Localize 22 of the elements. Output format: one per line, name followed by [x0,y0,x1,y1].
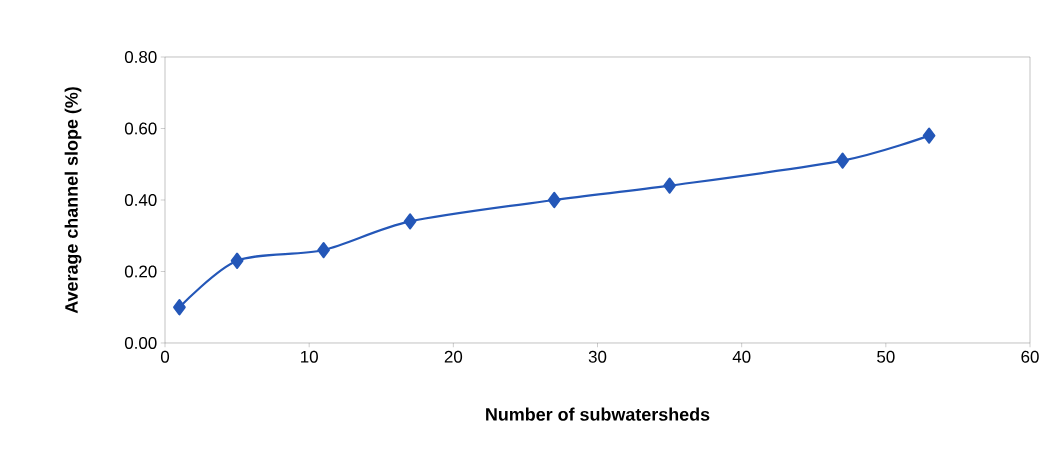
point [317,241,330,259]
x-tick-label: 30 [588,350,607,363]
x-tick-label: 50 [877,350,895,363]
y-tick-label: 0.80 [124,51,157,63]
point [836,152,849,169]
y-tick-label: 0.20 [124,265,157,278]
point [403,213,417,230]
y-tick-label: 0.60 [124,122,157,135]
y-tick-label: 0.00 [124,336,157,349]
x-tick-label: 0 [160,350,170,363]
x-axis-title: Number of subwatersheds [486,407,710,421]
point [230,252,244,269]
point [922,127,936,144]
x-tick-label: 10 [301,350,318,363]
y-axis-title: Average channel slope (%) [64,87,82,314]
x-tick-label: 40 [732,350,751,363]
point [663,177,676,194]
x-tick-label: 60 [1021,350,1039,363]
x-tick-label: 20 [444,350,463,363]
y-tick-label: 0.40 [124,193,157,206]
point [173,299,186,316]
point [547,191,561,209]
